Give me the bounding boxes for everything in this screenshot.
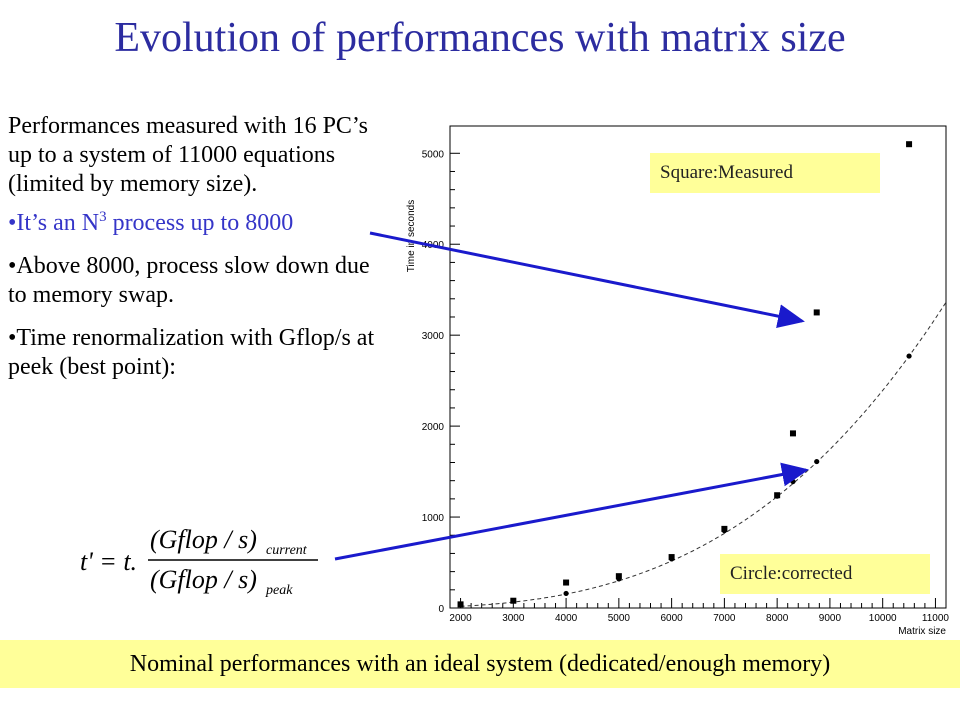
measured-point [563, 579, 570, 586]
x-tick-label-10000: 10000 [869, 613, 897, 624]
x-tick-label-5000: 5000 [608, 613, 631, 624]
measured-point [813, 309, 820, 316]
formula-lhs: t' = t. [80, 547, 137, 576]
corrected-point [616, 576, 622, 582]
measured-point [789, 430, 796, 437]
y-tick-label-0: 0 [438, 604, 444, 615]
footer-banner: Nominal performances with an ideal syste… [0, 640, 960, 688]
renormalization-formula: t' = t. (Gflop / s) current (Gflop / s) … [80, 525, 318, 598]
x-tick-label-8000: 8000 [766, 613, 789, 624]
intro-text: Performances measured with 16 PC’s up to… [8, 113, 368, 197]
x-tick-label-3000: 3000 [502, 613, 525, 624]
corrected-point [721, 528, 727, 534]
corrected-point [906, 353, 912, 359]
y-tick-label-3000: 3000 [422, 331, 445, 342]
formula-numerator-sub: current [266, 543, 308, 558]
measured-point [615, 573, 622, 580]
bullet1-prefix: •It’s an N [8, 210, 100, 236]
plot-frame [449, 125, 947, 609]
formula-denominator: (Gflop / s) [150, 565, 257, 594]
corrected-point [774, 493, 780, 499]
x-tick-label-9000: 9000 [819, 613, 842, 624]
text-column: Performances measured with 16 PC’s up to… [8, 112, 388, 396]
x-axis-label: Matrix size [898, 626, 946, 637]
y-tick-label-2000: 2000 [422, 422, 445, 433]
corrected-point [814, 458, 820, 465]
x-tick-label-11000: 11000 [922, 613, 950, 624]
legend-corrected: Circle:corrected [720, 554, 930, 594]
corrected-point [790, 478, 796, 485]
bullet-n3-process: •It’s an N3 process up to 8000 [8, 209, 388, 238]
x-tick-label-4000: 4000 [555, 613, 578, 624]
corrected-point [563, 590, 569, 597]
measured-point [906, 141, 913, 148]
y-tick-label-1000: 1000 [422, 513, 445, 524]
corrected-point [510, 598, 516, 604]
corrected-point [669, 556, 675, 562]
formula-numerator: (Gflop / s) [150, 525, 257, 554]
x-tick-label-2000: 2000 [449, 613, 472, 624]
x-tick-label-6000: 6000 [660, 613, 683, 624]
y-axis-label: Time in seconds [406, 200, 417, 272]
formula-denominator-sub: peak [265, 583, 293, 598]
x-tick-label-7000: 7000 [713, 613, 736, 624]
bullet-renormalization: •Time renormalization with Gflop/s at pe… [8, 325, 375, 380]
y-tick-label-5000: 5000 [422, 149, 445, 160]
bullet1-suffix: process up to 8000 [106, 210, 294, 236]
legend-measured: Square:Measured [650, 153, 880, 193]
bullet1-superscript: 3 [99, 209, 107, 225]
y-tick-label-4000: 4000 [422, 240, 445, 251]
bullet-memory-swap: •Above 8000, process slow down due to me… [8, 253, 370, 308]
page-title: Evolution of performances with matrix si… [114, 15, 846, 61]
corrected-point [457, 601, 464, 607]
